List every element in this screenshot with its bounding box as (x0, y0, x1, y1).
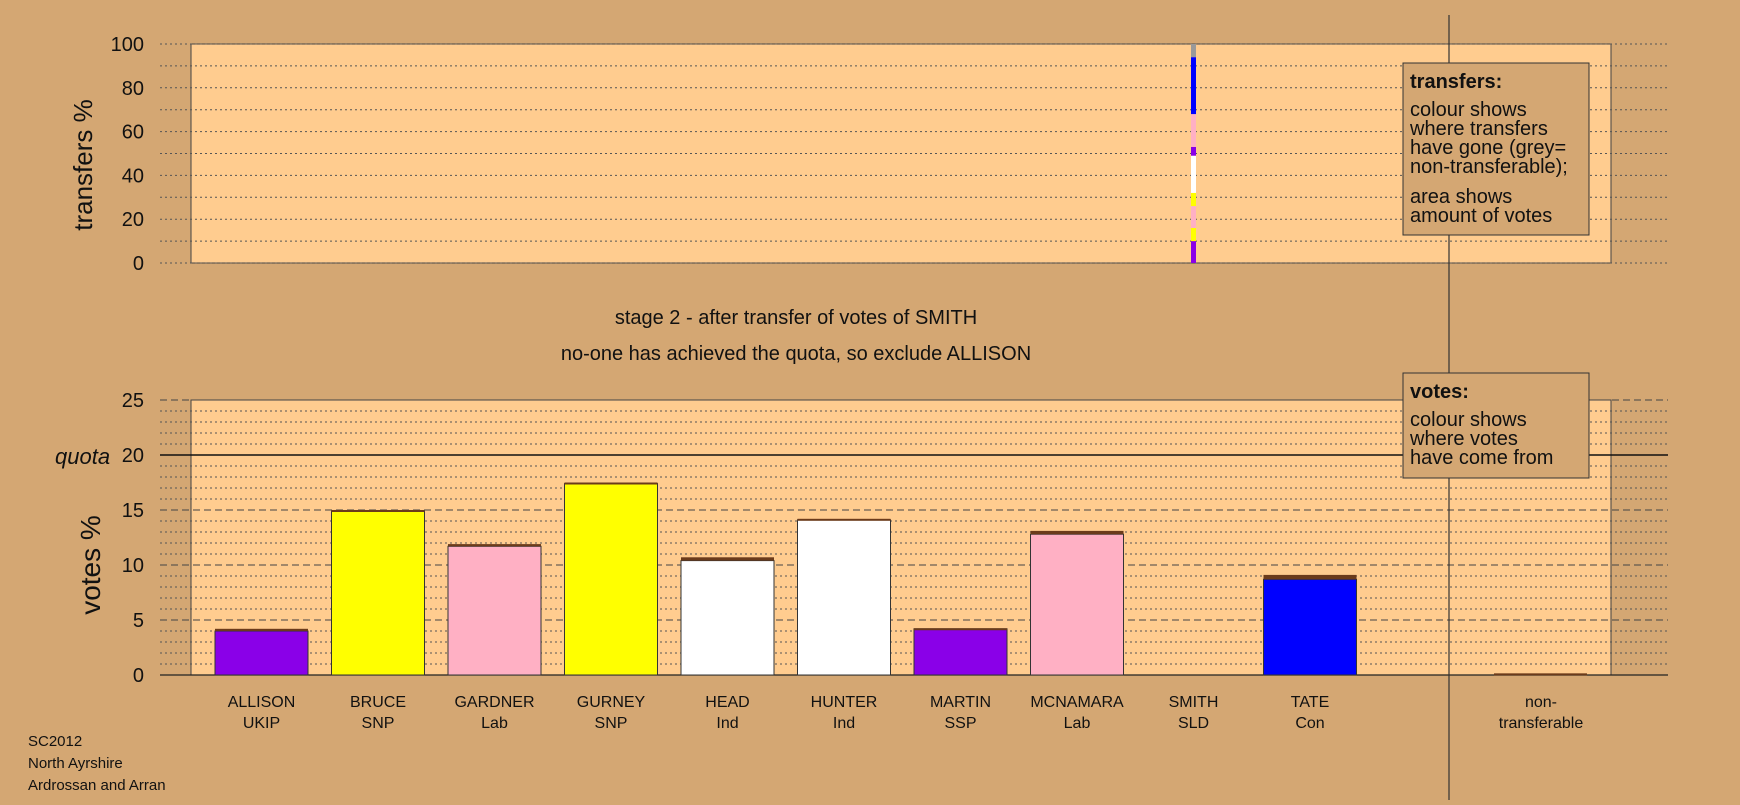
footer-line1: SC2012 (28, 733, 82, 750)
vote-transfer-head (681, 557, 774, 561)
transfers-legend-box (1402, 62, 1590, 236)
transfers-legend-title: transfers: (1410, 71, 1502, 93)
votes-y-tick-label: 25 (122, 390, 144, 412)
votes-y-tick-label: 5 (133, 610, 144, 632)
vote-bar-allison (214, 630, 309, 676)
votes-legend-line1: colour shows (1410, 409, 1527, 431)
candidate-name-label: HEAD (705, 694, 749, 711)
footer-line3: Ardrossan and Arran (28, 777, 166, 794)
transfers-y-tick-label: 60 (122, 122, 144, 144)
vote-transfer-martin (914, 628, 1007, 631)
candidate-name-label: GURNEY (577, 694, 646, 711)
votes-legend-line3: have come from (1410, 447, 1553, 469)
footer-line2: North Ayrshire (28, 755, 123, 772)
votes-y-tick-label: 10 (122, 555, 144, 577)
transfers-y-tick-label: 100 (111, 34, 144, 56)
transfers-y-ticks: 0 20 40 60 80 100 (111, 34, 144, 275)
vote-bar-hunter (797, 519, 891, 676)
candidate-name-label: MCNAMARA (1030, 694, 1124, 711)
votes-y-tick-label: 20 (122, 445, 144, 467)
vote-transfer-tate (1263, 574, 1357, 580)
vote-bar-gardner (447, 545, 542, 676)
stage-title: stage 2 - after transfer of votes of SMI… (615, 307, 977, 329)
vote-transfer-allison (215, 628, 308, 631)
vote-bars (214, 482, 1587, 676)
candidate-name-label: BRUCE (350, 694, 406, 711)
quota-label: quota (55, 444, 110, 469)
candidate-labels: ALLISON UKIP BRUCE SNP GARDNER Lab GURNEY SNP HE… (228, 694, 1330, 732)
candidate-party-label: Ind (716, 715, 738, 732)
candidate-name-label: HUNTER (811, 694, 878, 711)
vote-bar-gurney (564, 483, 658, 676)
non-transferable-label-line1: non- (1525, 694, 1557, 711)
candidate-name-label: MARTIN (930, 694, 991, 711)
transfer-segment-head (1191, 155, 1196, 193)
candidate-name-label: GARDNER (454, 694, 534, 711)
transfer-segment-mcnamara (1191, 114, 1196, 147)
vote-transfer-gurney (564, 482, 658, 485)
transfer-segment-non-transferable (1191, 44, 1196, 58)
transfers-y-tick-label: 40 (122, 165, 144, 187)
transfers-legend-line1: colour shows (1410, 99, 1527, 121)
transfers-legend-line2: where transfers (1409, 118, 1548, 140)
vote-bar-martin (913, 628, 1008, 676)
candidate-party-label: SSP (944, 715, 976, 732)
transfers-y-tick-label: 20 (122, 209, 144, 231)
candidate-name-label: TATE (1291, 694, 1330, 711)
candidate-party-label: UKIP (243, 715, 280, 732)
transfer-segment-martin (1191, 146, 1196, 156)
candidate-party-label: Lab (1064, 715, 1091, 732)
stage-subtitle: no-one has achieved the quota, so exclud… (561, 343, 1031, 365)
votes-legend-title: votes: (1410, 381, 1469, 403)
candidate-party-label: SNP (362, 715, 395, 732)
transfers-y-axis-label: transfers % (68, 99, 98, 231)
votes-y-tick-label: 0 (133, 665, 144, 687)
votes-y-axis-label: votes % (75, 515, 106, 615)
vote-transfer-hunter (797, 518, 891, 521)
candidate-party-label: Ind (833, 715, 855, 732)
votes-y-ticks: 0 5 10 15 20 25 (122, 390, 144, 687)
vote-bar-mcnamara (1030, 533, 1124, 676)
transfer-segment-gardner (1191, 206, 1196, 228)
transfer-segment-tate (1191, 57, 1196, 115)
transfer-bar (1191, 44, 1196, 263)
transfers-y-tick-label: 80 (122, 78, 144, 100)
transfers-legend-line4: non-transferable); (1410, 156, 1568, 178)
candidate-party-label: Lab (481, 715, 508, 732)
candidate-party-label: SNP (595, 715, 628, 732)
votes-y-tick-label: 15 (122, 500, 144, 522)
transfer-segment-bruce (1191, 227, 1196, 242)
transfers-legend-line3: have gone (grey= (1410, 137, 1566, 159)
vote-bar-non-transferable (1494, 673, 1587, 676)
candidate-name-label: ALLISON (228, 694, 296, 711)
vote-bar-bruce (331, 510, 425, 676)
candidate-name-label: SMITH (1169, 694, 1219, 711)
transfers-legend-line6: amount of votes (1410, 205, 1552, 227)
vote-transfer-gardner (448, 544, 541, 547)
transfers-legend-line5: area shows (1410, 186, 1512, 208)
candidate-party-label: Con (1295, 715, 1324, 732)
vote-bar-tate (1263, 578, 1357, 676)
transfer-segment-gurney (1191, 192, 1196, 207)
non-transferable-label-line2: transferable (1499, 715, 1584, 732)
votes-legend-box (1402, 372, 1590, 479)
candidate-party-label: SLD (1178, 715, 1209, 732)
votes-legend-line2: where votes (1409, 428, 1518, 450)
vote-transfer-bruce (331, 510, 425, 512)
vote-bar-head (680, 560, 775, 676)
transfers-y-tick-label: 0 (133, 253, 144, 275)
transfer-segment-allison (1191, 241, 1196, 263)
votes-plot-panel (190, 399, 1612, 676)
vote-transfer-mcnamara (1030, 530, 1124, 535)
